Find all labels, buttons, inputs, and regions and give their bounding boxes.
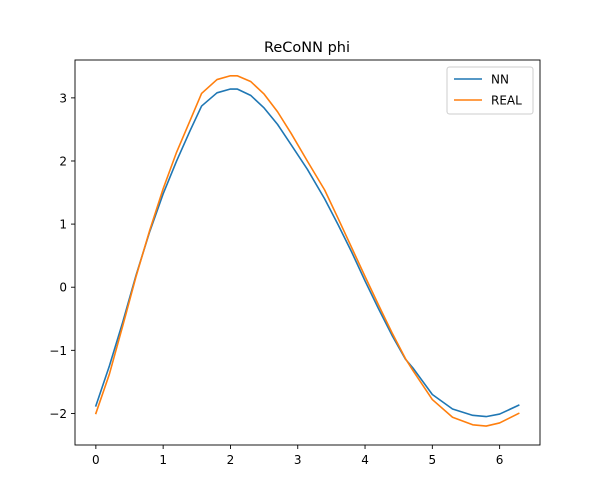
series-line-real: [94, 74, 520, 427]
x-tick-label: 2: [227, 453, 235, 467]
y-tick-label: 0: [59, 281, 67, 295]
axes-frame: [74, 59, 541, 446]
y-tick-label: −2: [49, 407, 67, 421]
plot-area: [94, 74, 520, 427]
y-tick-label: 2: [59, 154, 67, 168]
chart-title: ReCoNN phi: [264, 40, 350, 56]
legend: NN REAL: [446, 66, 534, 115]
x-tick-label: 0: [92, 453, 100, 467]
axes: 0 1 2 3 4 5 6 −2 −1 0 1 2 3: [49, 59, 541, 467]
x-tick-label: 6: [496, 453, 504, 467]
x-tick-label: 5: [429, 453, 437, 467]
legend-label-real: REAL: [491, 94, 522, 108]
y-tick-label: 3: [59, 91, 67, 105]
x-tick-label: 3: [294, 453, 302, 467]
y-tick-label: −1: [49, 344, 67, 358]
x-tick-label: 1: [159, 453, 167, 467]
legend-label-nn: NN: [491, 73, 509, 87]
series-line-nn: [94, 88, 520, 418]
x-tick-label: 4: [361, 453, 369, 467]
y-tick-label: 1: [59, 218, 67, 232]
